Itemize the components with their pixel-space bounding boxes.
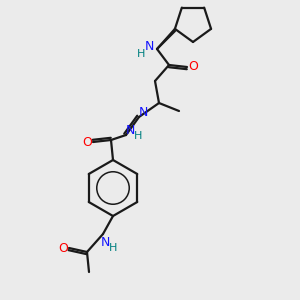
Text: N: N	[138, 106, 148, 118]
Text: O: O	[82, 136, 92, 148]
Text: H: H	[134, 131, 142, 141]
Text: H: H	[109, 243, 117, 253]
Text: H: H	[137, 49, 145, 59]
Text: O: O	[188, 61, 198, 74]
Text: N: N	[125, 124, 135, 136]
Text: N: N	[144, 40, 154, 53]
Text: O: O	[58, 242, 68, 254]
Text: N: N	[100, 236, 110, 248]
